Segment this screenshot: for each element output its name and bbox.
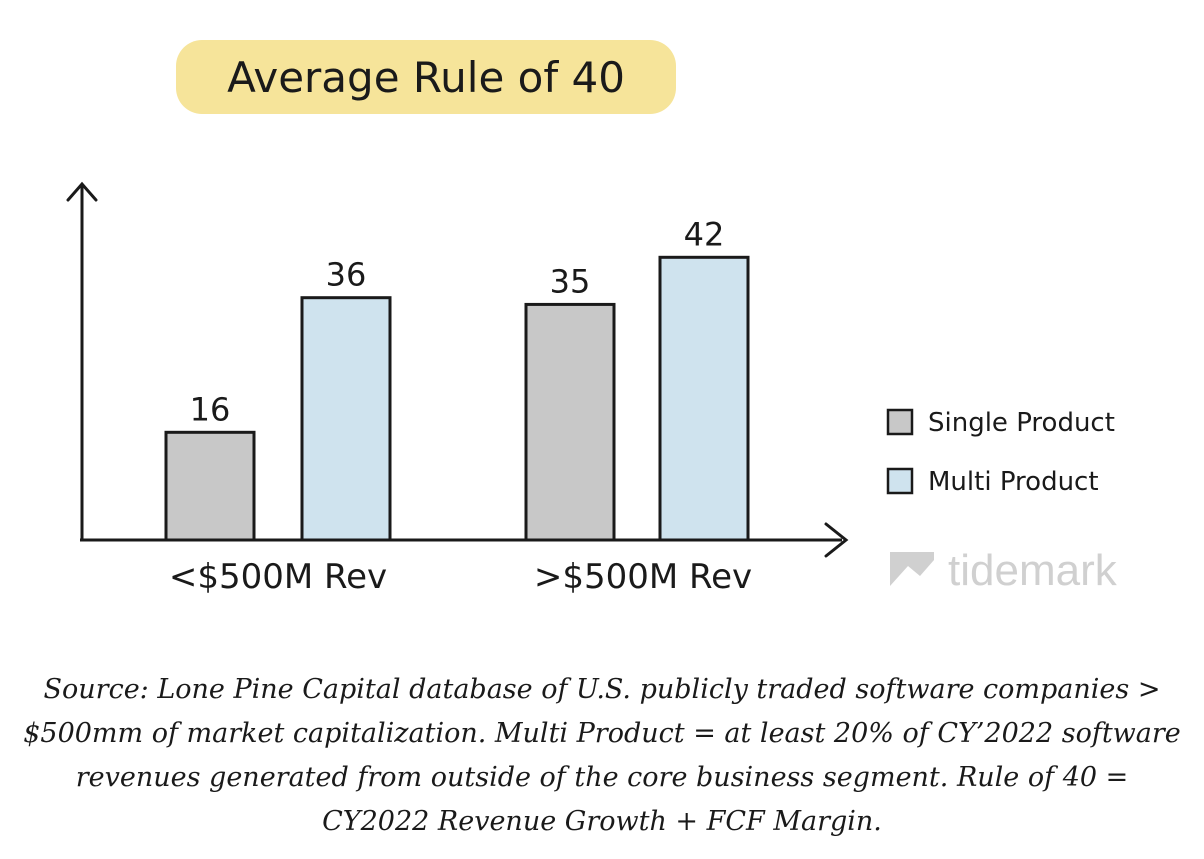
x-axis-arrow (824, 522, 849, 558)
legend-swatch-multi (886, 467, 914, 495)
bar-multi-1 (658, 255, 750, 542)
value-label-single-0: 16 (190, 390, 231, 428)
y-axis-arrow (66, 181, 98, 202)
value-label-single-1: 35 (550, 262, 591, 300)
legend-swatch-single (886, 408, 914, 436)
chart-title: Average Rule of 40 (227, 53, 625, 102)
title-highlight (176, 40, 676, 114)
tidemark-logo-icon-mark (890, 560, 934, 586)
source-caption: Source: Lone Pine Capital database of U.… (23, 674, 1181, 837)
category-label-0: <$500M Rev (169, 557, 387, 597)
value-label-multi-0: 36 (326, 256, 367, 294)
legend-label-multi: Multi Product (928, 467, 1099, 497)
tidemark-logo: tidemark (890, 546, 1118, 595)
bar-single-1 (524, 302, 616, 542)
watermark-text: tidemark (948, 546, 1118, 595)
bar-multi-0 (300, 296, 392, 542)
category-label-1: >$500M Rev (534, 557, 752, 597)
value-label-multi-1: 42 (684, 215, 725, 253)
bar-single-0 (164, 430, 256, 542)
legend-label-single: Single Product (928, 408, 1115, 438)
rule-of-40-chart: Average Rule of 40 16 36 35 42 <$500M Rev >$… (66, 40, 1118, 597)
